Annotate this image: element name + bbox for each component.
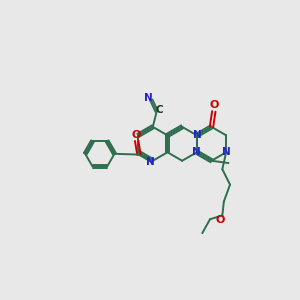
Text: O: O	[215, 215, 225, 225]
Text: C: C	[156, 105, 164, 115]
Text: N: N	[222, 147, 230, 157]
Text: O: O	[210, 100, 219, 110]
Text: N: N	[146, 157, 155, 167]
Text: O: O	[132, 130, 141, 140]
Text: N: N	[193, 130, 202, 140]
Text: N: N	[144, 93, 153, 103]
Text: N: N	[192, 147, 200, 157]
